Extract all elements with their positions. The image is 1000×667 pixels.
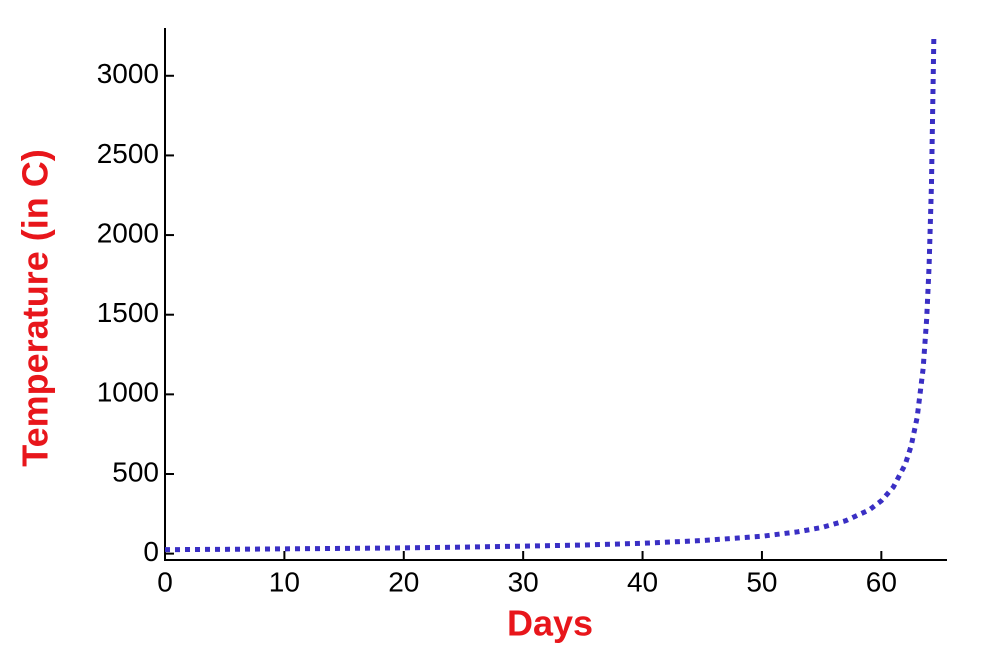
- x-tick-label: 60: [866, 566, 897, 597]
- y-tick-label: 500: [112, 456, 159, 487]
- y-tick-label: 1000: [97, 377, 159, 408]
- x-tick-label: 40: [627, 566, 658, 597]
- y-tick-label: 2000: [97, 217, 159, 248]
- y-tick-label: 3000: [97, 58, 159, 89]
- x-tick-label: 50: [746, 566, 777, 597]
- y-tick-label: 2500: [97, 138, 159, 169]
- y-axis-title: Temperature (in C): [15, 149, 56, 466]
- y-tick-label: 1500: [97, 297, 159, 328]
- y-tick-label: 0: [143, 536, 159, 567]
- series-line: [164, 35, 937, 553]
- x-tick-label: 30: [508, 566, 539, 597]
- x-axis-title: Days: [507, 603, 593, 644]
- x-tick-label: 20: [388, 566, 419, 597]
- x-tick-label: 0: [157, 566, 173, 597]
- x-tick-label: 10: [269, 566, 300, 597]
